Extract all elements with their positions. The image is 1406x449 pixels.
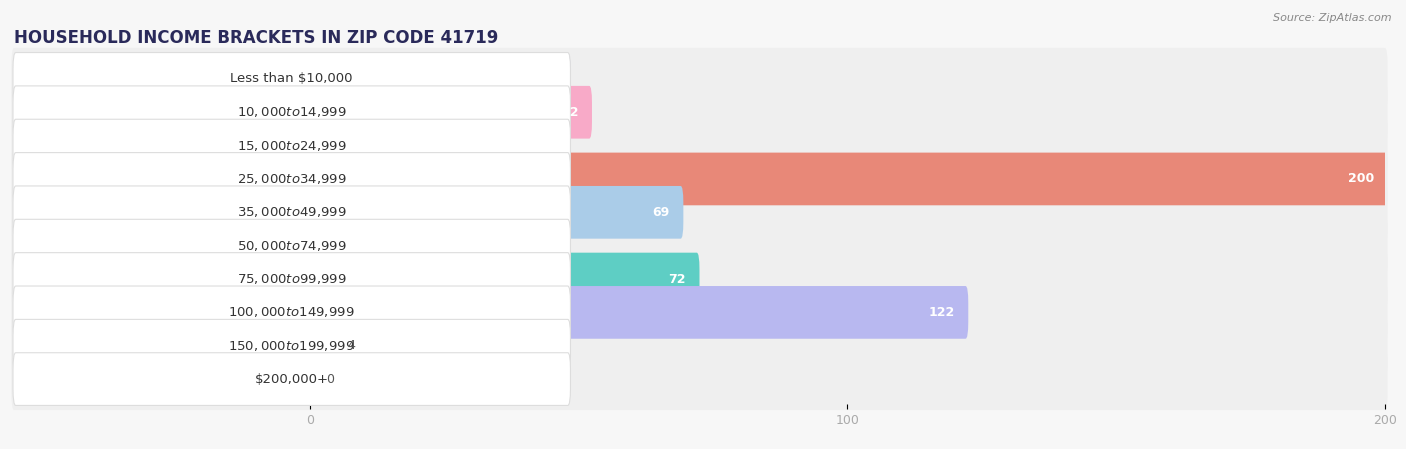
Text: 72: 72 — [668, 273, 686, 286]
Text: 200: 200 — [1348, 172, 1374, 185]
FancyBboxPatch shape — [13, 219, 571, 272]
Text: 48: 48 — [540, 72, 557, 85]
Text: 122: 122 — [928, 306, 955, 319]
Text: HOUSEHOLD INCOME BRACKETS IN ZIP CODE 41719: HOUSEHOLD INCOME BRACKETS IN ZIP CODE 41… — [14, 29, 499, 47]
Text: $75,000 to $99,999: $75,000 to $99,999 — [236, 272, 346, 286]
FancyBboxPatch shape — [13, 286, 571, 339]
FancyBboxPatch shape — [13, 186, 571, 239]
Text: Source: ZipAtlas.com: Source: ZipAtlas.com — [1274, 13, 1392, 23]
Text: Less than $10,000: Less than $10,000 — [231, 72, 353, 85]
Text: $50,000 to $74,999: $50,000 to $74,999 — [236, 239, 346, 253]
Text: 52: 52 — [561, 106, 578, 119]
FancyBboxPatch shape — [307, 219, 544, 272]
FancyBboxPatch shape — [11, 114, 1388, 176]
Text: 43: 43 — [513, 239, 530, 252]
FancyBboxPatch shape — [11, 181, 1388, 243]
Text: $25,000 to $34,999: $25,000 to $34,999 — [236, 172, 346, 186]
FancyBboxPatch shape — [13, 86, 571, 139]
FancyBboxPatch shape — [308, 359, 314, 399]
FancyBboxPatch shape — [11, 282, 1388, 343]
Text: $200,000+: $200,000+ — [254, 373, 329, 386]
FancyBboxPatch shape — [307, 119, 527, 172]
FancyBboxPatch shape — [307, 319, 335, 372]
FancyBboxPatch shape — [11, 81, 1388, 143]
Text: 4: 4 — [347, 339, 356, 352]
Text: $10,000 to $14,999: $10,000 to $14,999 — [236, 105, 346, 119]
FancyBboxPatch shape — [11, 215, 1388, 277]
Text: $35,000 to $49,999: $35,000 to $49,999 — [236, 205, 346, 219]
FancyBboxPatch shape — [11, 148, 1388, 210]
FancyBboxPatch shape — [307, 253, 700, 305]
FancyBboxPatch shape — [13, 319, 571, 372]
FancyBboxPatch shape — [307, 286, 969, 339]
FancyBboxPatch shape — [307, 53, 571, 105]
Text: $15,000 to $24,999: $15,000 to $24,999 — [236, 139, 346, 153]
FancyBboxPatch shape — [13, 253, 571, 305]
FancyBboxPatch shape — [13, 153, 571, 205]
FancyBboxPatch shape — [13, 353, 571, 405]
FancyBboxPatch shape — [11, 248, 1388, 310]
FancyBboxPatch shape — [11, 348, 1388, 410]
FancyBboxPatch shape — [307, 153, 1388, 205]
Text: $100,000 to $149,999: $100,000 to $149,999 — [228, 305, 354, 319]
Text: 69: 69 — [652, 206, 669, 219]
Text: 0: 0 — [326, 373, 333, 386]
Text: 40: 40 — [496, 139, 515, 152]
Text: $150,000 to $199,999: $150,000 to $199,999 — [228, 339, 354, 353]
FancyBboxPatch shape — [13, 53, 571, 105]
FancyBboxPatch shape — [307, 186, 683, 239]
FancyBboxPatch shape — [11, 315, 1388, 377]
FancyBboxPatch shape — [11, 48, 1388, 110]
FancyBboxPatch shape — [13, 119, 571, 172]
FancyBboxPatch shape — [307, 86, 592, 139]
